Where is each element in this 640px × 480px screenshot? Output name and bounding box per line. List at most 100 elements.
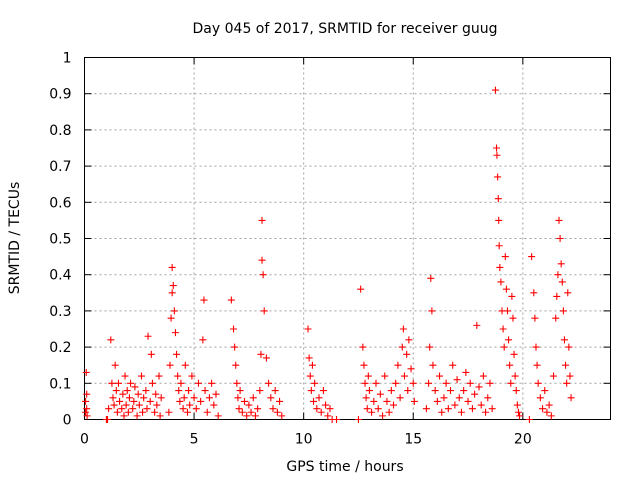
data-point — [428, 307, 436, 315]
data-point — [201, 387, 209, 395]
data-point — [317, 408, 325, 416]
data-point — [556, 235, 564, 242]
data-point — [451, 401, 459, 409]
data-point — [108, 379, 116, 387]
data-point — [82, 397, 90, 405]
data-point — [360, 361, 368, 369]
y-tick-label: 0 — [63, 413, 72, 429]
data-point — [124, 408, 132, 416]
data-point — [362, 394, 370, 402]
data-point — [376, 390, 384, 398]
data-point — [144, 332, 152, 340]
data-point — [168, 263, 176, 271]
y-axis-label: SRMTID / TECUs — [7, 182, 23, 295]
data-point — [486, 379, 494, 387]
data-point — [210, 401, 218, 409]
data-point — [365, 387, 373, 395]
data-point — [422, 405, 430, 413]
data-point — [125, 394, 133, 402]
data-point — [392, 379, 400, 387]
data-point — [438, 408, 446, 416]
data-point — [558, 278, 566, 286]
data-point — [508, 292, 516, 300]
data-point — [276, 397, 284, 405]
data-point — [493, 151, 501, 159]
x-tick-label: 0 — [80, 432, 89, 448]
axis-ticks: 00.10.20.30.40.50.60.70.80.910 5 10 15 20 — [49, 51, 611, 448]
data-point — [107, 336, 115, 344]
data-point — [494, 195, 502, 203]
data-point — [516, 412, 524, 420]
data-point — [245, 401, 253, 409]
x-tick-label: 5 — [190, 432, 199, 448]
data-point — [505, 336, 513, 344]
data-point — [113, 408, 121, 416]
data-point — [324, 412, 332, 420]
data-point — [326, 405, 334, 413]
data-point — [473, 321, 481, 329]
data-point — [273, 408, 281, 416]
data-point — [259, 271, 267, 279]
data-point — [231, 343, 239, 351]
data-point — [109, 394, 117, 402]
data-point — [566, 372, 574, 380]
data-point — [129, 405, 137, 413]
data-point — [230, 325, 238, 333]
data-point — [133, 412, 141, 420]
data-point — [429, 361, 437, 369]
data-point — [455, 394, 463, 402]
data-point — [192, 405, 200, 413]
data-point — [447, 387, 455, 395]
data-point — [457, 408, 465, 416]
data-point — [567, 394, 575, 402]
data-point — [307, 387, 315, 395]
data-point — [543, 408, 551, 416]
y-tick-label: 0.4 — [49, 268, 71, 284]
data-point — [236, 387, 244, 395]
data-point — [174, 372, 182, 380]
data-point — [387, 387, 395, 395]
data-point — [553, 292, 561, 300]
data-point — [506, 361, 514, 369]
data-point — [497, 278, 505, 286]
data-point — [181, 361, 189, 369]
data-point — [249, 394, 257, 402]
data-point — [185, 387, 193, 395]
data-point — [190, 394, 198, 402]
y-tick-label: 0.7 — [49, 159, 71, 175]
data-point — [140, 394, 148, 402]
data-point — [134, 390, 142, 398]
data-point — [142, 387, 150, 395]
data-point — [110, 401, 118, 409]
data-point — [310, 397, 318, 405]
data-point — [116, 397, 124, 405]
data-point — [471, 390, 479, 398]
data-point — [559, 307, 567, 315]
data-point — [528, 253, 536, 261]
data-point — [495, 216, 503, 224]
data-point — [462, 368, 470, 376]
data-point — [232, 361, 240, 369]
data-point — [177, 379, 185, 387]
data-point — [436, 372, 444, 380]
y-tick-label: 0.1 — [49, 376, 71, 392]
data-point — [531, 314, 539, 322]
data-point — [306, 372, 314, 380]
data-point — [186, 401, 194, 409]
data-point — [176, 397, 184, 405]
data-point — [238, 408, 246, 416]
data-point — [262, 354, 270, 362]
data-point — [315, 394, 323, 402]
plot-frame — [84, 57, 611, 420]
data-point — [104, 416, 112, 423]
data-point — [512, 387, 520, 395]
data-point — [151, 408, 159, 416]
data-point — [83, 390, 91, 398]
data-point — [127, 379, 135, 387]
data-point — [305, 354, 313, 362]
data-point — [442, 379, 450, 387]
data-point — [200, 296, 208, 304]
data-point — [484, 394, 492, 402]
data-point — [147, 350, 155, 358]
y-tick-label: 0.5 — [49, 232, 71, 248]
